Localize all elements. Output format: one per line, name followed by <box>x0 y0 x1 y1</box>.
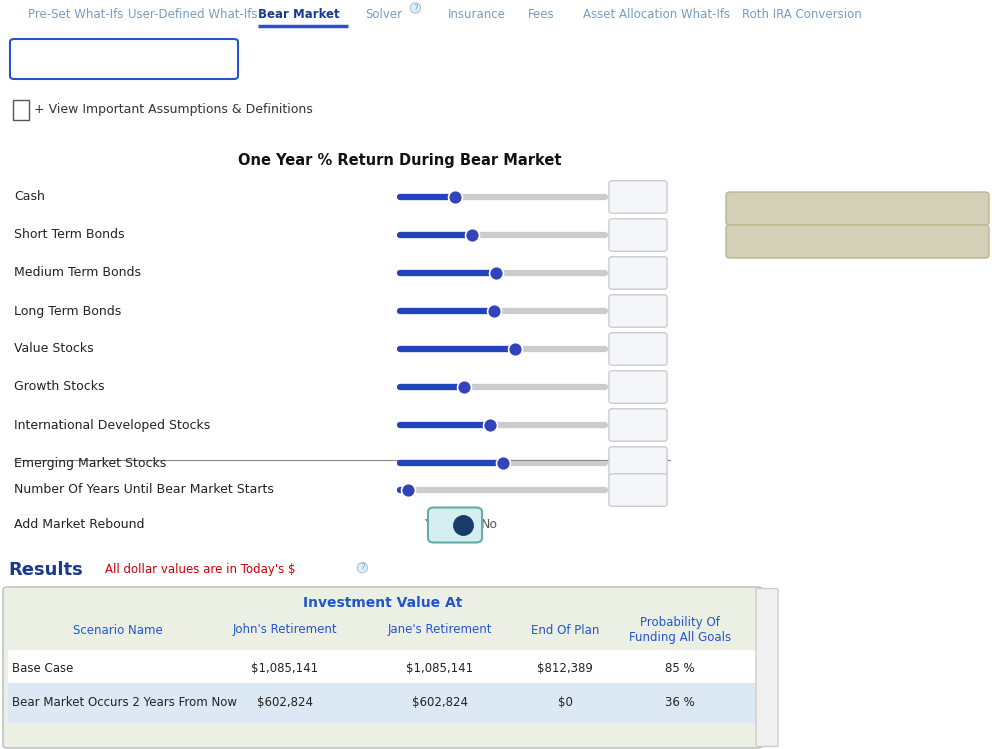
Text: Solver: Solver <box>365 7 402 20</box>
Text: 36 %: 36 % <box>666 697 695 709</box>
Text: Base Case: Base Case <box>12 661 74 675</box>
Text: Short Term Bonds: Short Term Bonds <box>14 228 125 241</box>
Text: $602,824: $602,824 <box>412 697 468 709</box>
Text: Value Stocks: Value Stocks <box>14 342 94 356</box>
Text: Cash: Cash <box>14 190 45 204</box>
Text: 2: 2 <box>634 484 641 497</box>
FancyBboxPatch shape <box>609 333 667 366</box>
Text: 6: 6 <box>634 190 641 204</box>
Text: User-Defined What-Ifs: User-Defined What-Ifs <box>128 7 258 20</box>
FancyBboxPatch shape <box>609 295 667 327</box>
Text: $1,085,141: $1,085,141 <box>252 661 318 675</box>
Text: Number Of Years Until Bear Market Starts: Number Of Years Until Bear Market Starts <box>14 484 274 497</box>
Text: Jane's Retirement: Jane's Retirement <box>388 623 492 637</box>
FancyBboxPatch shape <box>428 508 482 542</box>
FancyBboxPatch shape <box>8 650 757 686</box>
Text: -27: -27 <box>627 456 649 470</box>
FancyBboxPatch shape <box>10 39 238 79</box>
Text: $1,085,141: $1,085,141 <box>407 661 473 675</box>
FancyBboxPatch shape <box>756 589 778 747</box>
FancyBboxPatch shape <box>609 181 667 213</box>
Text: ?: ? <box>413 4 418 13</box>
Text: Add Market Rebound: Add Market Rebound <box>14 518 144 532</box>
Text: $0: $0 <box>558 697 572 709</box>
FancyBboxPatch shape <box>609 409 667 441</box>
Text: Growth Stocks: Growth Stocks <box>14 380 105 393</box>
Text: Probability Of
Funding All Goals: Probability Of Funding All Goals <box>629 616 731 644</box>
Text: ?: ? <box>359 563 365 572</box>
FancyBboxPatch shape <box>609 371 667 403</box>
FancyBboxPatch shape <box>13 100 29 120</box>
FancyBboxPatch shape <box>609 219 667 251</box>
Text: Run Bear Market Scenario: Run Bear Market Scenario <box>42 52 195 65</box>
Text: Results: Results <box>8 561 83 579</box>
FancyBboxPatch shape <box>609 257 667 289</box>
Text: 22: 22 <box>630 305 645 318</box>
Text: Set Returns To 2008/2009 Bear Market: Set Returns To 2008/2009 Bear Market <box>746 202 969 215</box>
Text: ▼: ▼ <box>763 731 770 740</box>
Text: Emerging Market Stocks: Emerging Market Stocks <box>14 456 166 470</box>
Text: Investment Value At: Investment Value At <box>303 596 462 610</box>
FancyBboxPatch shape <box>726 192 989 225</box>
Text: 85 %: 85 % <box>666 661 695 675</box>
FancyBboxPatch shape <box>3 587 762 748</box>
Text: John's Retirement: John's Retirement <box>233 623 337 637</box>
FancyBboxPatch shape <box>609 446 667 479</box>
Text: Bear Market: Bear Market <box>258 7 339 20</box>
Text: -37: -37 <box>627 419 649 431</box>
Text: Set Returns To 2001 Bear Market: Set Returns To 2001 Bear Market <box>762 235 953 248</box>
Text: End Of Plan: End Of Plan <box>531 623 599 637</box>
Text: One Year % Return During Bear Market: One Year % Return During Bear Market <box>239 153 562 168</box>
Text: Roth IRA Conversion: Roth IRA Conversion <box>742 7 862 20</box>
FancyBboxPatch shape <box>8 683 757 723</box>
Text: Bear Market Occurs 2 Years From Now: Bear Market Occurs 2 Years From Now <box>12 697 237 709</box>
Text: +: + <box>16 103 26 117</box>
Text: Fees: Fees <box>528 7 555 20</box>
Text: Insurance: Insurance <box>448 7 506 20</box>
Text: + View Important Assumptions & Definitions: + View Important Assumptions & Definitio… <box>34 103 313 117</box>
Text: International Developed Stocks: International Developed Stocks <box>14 419 210 431</box>
Text: -50: -50 <box>627 380 649 393</box>
Text: Scenario Name: Scenario Name <box>74 623 163 637</box>
Text: $812,389: $812,389 <box>537 661 593 675</box>
Text: $602,824: $602,824 <box>257 697 313 709</box>
Text: Long Term Bonds: Long Term Bonds <box>14 305 121 318</box>
Text: All dollar values are in Today's $: All dollar values are in Today's $ <box>105 563 295 577</box>
Text: Medium Term Bonds: Medium Term Bonds <box>14 267 141 279</box>
Text: No: No <box>481 518 498 532</box>
Text: Asset Allocation What-Ifs: Asset Allocation What-Ifs <box>583 7 730 20</box>
Text: Yes: Yes <box>425 518 445 532</box>
Text: 14: 14 <box>630 228 645 241</box>
Text: 21: 21 <box>630 267 645 279</box>
Text: Pre-Set What-Ifs: Pre-Set What-Ifs <box>28 7 124 20</box>
FancyBboxPatch shape <box>726 225 989 258</box>
Text: ▲: ▲ <box>24 54 32 64</box>
Text: -28: -28 <box>627 342 649 356</box>
FancyBboxPatch shape <box>609 474 667 506</box>
